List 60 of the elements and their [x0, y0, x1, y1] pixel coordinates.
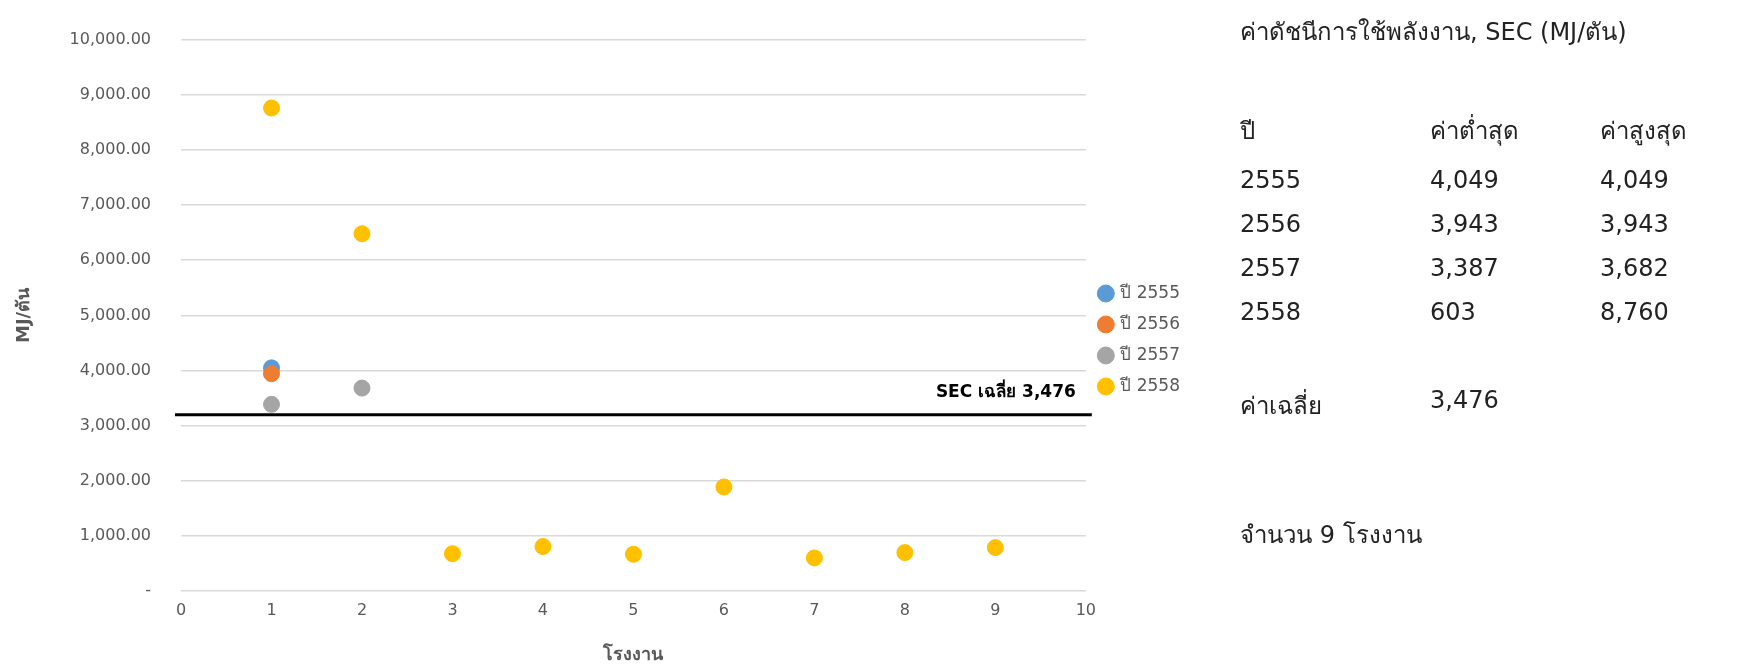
x-tick-label: 8 [899, 599, 910, 619]
x-tick-label: 7 [809, 599, 820, 619]
text: 603 [1430, 298, 1477, 326]
y-tick-label: 2,000.00 [79, 470, 152, 490]
text: 4,049 [1430, 166, 1500, 194]
x-axis-title: โรงงาน [602, 642, 665, 664]
point [263, 99, 281, 117]
y-tick-label: 5,000.00 [79, 304, 152, 324]
y-tick-label: - [145, 580, 152, 600]
point [805, 549, 823, 567]
x-tick-label: 0 [175, 599, 187, 619]
point [353, 379, 371, 397]
x-tick-label: 1 [266, 599, 277, 619]
legend-label: ปี 2557 [1119, 343, 1180, 364]
point [263, 395, 281, 413]
x-tick-label: 4 [537, 599, 549, 619]
x-tick-label: 5 [628, 599, 639, 619]
text: 3,387 [1430, 254, 1500, 282]
text: 8,760 [1600, 298, 1670, 326]
y-tick-label: 6,000.00 [79, 249, 152, 269]
ref-line-label: SEC เฉลี่ย 3,476 [935, 378, 1076, 401]
point [986, 539, 1004, 557]
text: 3,943 [1430, 210, 1500, 238]
text: 3,476 [1430, 386, 1500, 416]
y-tick-label: 4,000.00 [79, 359, 152, 379]
text: จำนวน 9 โรงงาน [1240, 520, 1423, 551]
x-tick-label: 9 [990, 599, 1001, 619]
y-tick-label: 10,000.00 [69, 28, 152, 48]
text: ค่าสูงสุด [1600, 116, 1688, 148]
y-tick-label: 1,000.00 [79, 525, 152, 545]
legend-label: ปี 2556 [1119, 312, 1180, 333]
x-tick-label: 2 [356, 599, 368, 619]
text: 2555 [1240, 166, 1303, 194]
text: ค่าเฉลี่ย [1240, 388, 1323, 422]
y-tick-label: 8,000.00 [79, 139, 152, 159]
text: 2558 [1240, 298, 1303, 326]
point [353, 225, 371, 243]
text: ค่าต่ำสุด [1430, 113, 1520, 148]
x-tick-label: 10 [1075, 599, 1097, 619]
y-axis-title: MJ/ตัน [12, 286, 34, 343]
text: 4,049 [1600, 166, 1670, 194]
y-tick-label: 7,000.00 [79, 194, 152, 214]
y-tick-label: 3,000.00 [79, 414, 152, 434]
point [534, 538, 552, 556]
x-tick-label: 6 [718, 599, 730, 619]
point [263, 365, 281, 383]
text: ค่าดัชนีการใช้พลังงาน, SEC (MJ/ตัน) [1240, 17, 1628, 48]
text: ปี [1240, 116, 1256, 147]
point [896, 544, 914, 562]
point [715, 478, 733, 496]
point [443, 545, 461, 563]
text: 3,943 [1600, 210, 1670, 238]
x-tick-label: 3 [447, 599, 458, 619]
text: 2557 [1240, 254, 1303, 282]
text: 2556 [1240, 210, 1303, 238]
legend-label: ปี 2558 [1119, 374, 1180, 395]
legend-label: ปี 2555 [1119, 281, 1180, 302]
y-tick-label: 9,000.00 [79, 83, 152, 103]
point [624, 545, 642, 563]
text: 3,682 [1600, 254, 1670, 282]
